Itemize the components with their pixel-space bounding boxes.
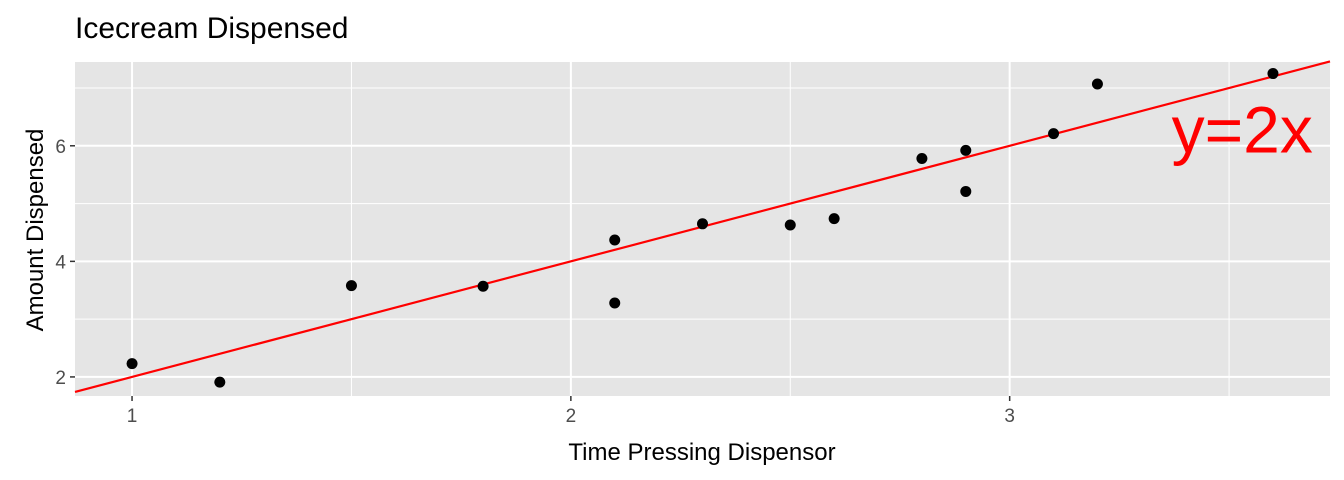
data-point bbox=[1048, 128, 1060, 140]
x-tick-label: 3 bbox=[1004, 406, 1015, 427]
x-axis-ticks: 1 2 3 bbox=[127, 396, 1015, 427]
data-point bbox=[784, 219, 796, 231]
data-point bbox=[960, 185, 972, 197]
major-gridlines bbox=[75, 62, 1330, 396]
y-tick-label: 4 bbox=[55, 252, 66, 273]
data-point bbox=[916, 153, 928, 165]
x-tick-label: 2 bbox=[566, 406, 577, 427]
y-tick-label: 6 bbox=[55, 137, 66, 158]
data-point bbox=[960, 144, 972, 156]
chart-title: Icecream Dispensed bbox=[75, 12, 348, 45]
x-tick-label: 1 bbox=[127, 406, 138, 427]
data-point bbox=[609, 297, 621, 309]
data-point bbox=[609, 234, 621, 246]
data-point bbox=[828, 213, 840, 225]
data-point bbox=[1267, 68, 1279, 80]
data-point bbox=[477, 280, 489, 292]
x-axis-title: Time Pressing Dispensor bbox=[568, 439, 835, 466]
data-point bbox=[697, 218, 708, 230]
y-axis-ticks: 2 4 6 bbox=[55, 137, 75, 389]
y-axis-title: Amount Dispensed bbox=[22, 129, 49, 332]
line-annotation: y=2x bbox=[1172, 92, 1313, 166]
data-point bbox=[1091, 78, 1103, 90]
data-points bbox=[126, 68, 1279, 388]
data-point bbox=[126, 358, 138, 370]
data-point bbox=[214, 376, 226, 388]
y-tick-label: 2 bbox=[55, 368, 66, 389]
data-point bbox=[345, 280, 357, 292]
